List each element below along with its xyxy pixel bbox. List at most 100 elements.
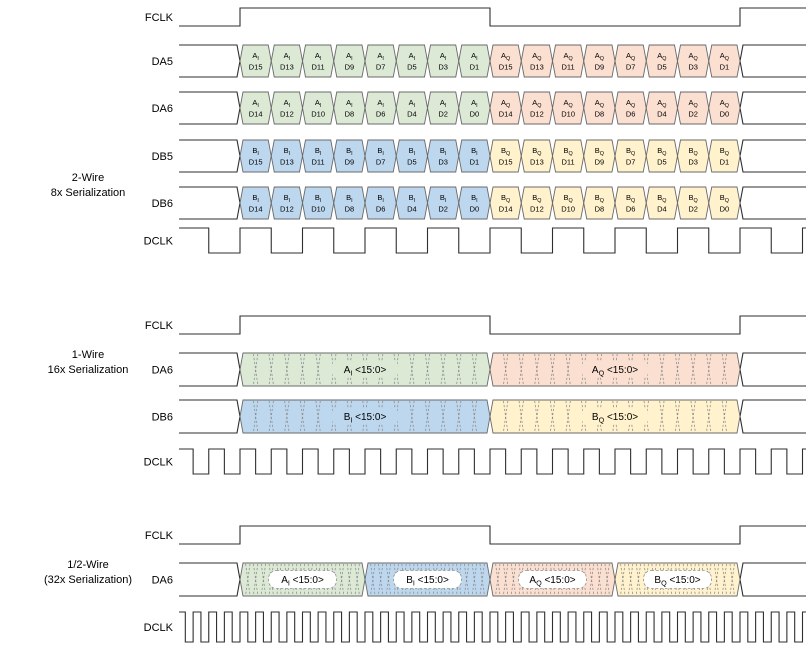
signal-row-DCLK: DCLK [144,227,806,254]
cell-signal-text: AQ [595,98,604,109]
bit-boundary-mark [651,563,657,596]
bit-boundary-mark [362,353,368,386]
bit-boundary-mark [276,563,282,596]
cell-signal-text: BI [315,146,322,157]
bus-cell [708,91,741,125]
bit-boundary-mark [721,353,727,386]
cell-signal-text: BQ [501,146,510,157]
bit-boundary-mark [588,563,595,596]
bit-boundary-mark [409,563,415,596]
signal-row-DB6: DB6BID14BID12BID10BID8BID6BID4BID2BID0BQ… [152,186,806,220]
bus-lead-rail-top [179,91,241,109]
bus-tail-rail-top [739,44,806,62]
cell-signal-text: AQ [532,98,541,109]
bit-boundary-mark [268,563,274,596]
bit-boundary-mark [284,400,290,433]
bit-boundary-mark [628,353,634,386]
bit-boundary-mark [706,563,712,596]
bit-boundary-mark [253,353,259,386]
bit-boundary-mark [534,563,540,596]
bit-boundary-mark [659,353,665,386]
bit-boundary-mark [362,400,368,433]
cell-signal-text: AI [252,51,259,62]
bit-boundary-mark [659,353,665,386]
cell-signal-text: AI [377,98,384,109]
bus-cell [270,91,303,125]
bit-boundary-mark [557,563,563,596]
bit-boundary-mark [346,563,352,596]
cell-bit-text: D0 [470,205,480,214]
bit-boundary-mark [440,400,446,433]
bus-cell [427,91,460,125]
band-label-text: BQ <15:0> [654,575,700,588]
band-label-bg [268,570,337,589]
signal-name: DB6 [152,412,173,424]
bit-boundary-mark [659,563,665,596]
cell-bit-text: D3 [438,158,448,167]
cell-signal-text: BQ [532,193,541,204]
cell-bit-text: D6 [376,205,386,214]
bit-boundary-mark [409,353,415,386]
bit-boundary-mark [346,400,352,433]
bit-boundary-mark [690,353,696,386]
bit-boundary-mark [331,353,337,386]
bit-boundary-mark [393,563,399,596]
bit-boundary-mark [721,563,727,596]
signal-row-DB6: DB6 BI <15:0> BQ <15:0> [152,399,806,434]
bit-boundary-mark [620,563,626,596]
bit-boundary-mark [378,563,384,596]
cell-signal-text: AI [284,51,291,62]
cell-signal-text: BQ [657,193,666,204]
cell-bit-text: D12 [530,205,544,214]
bit-boundary-mark [565,353,571,386]
bus-lead-rail-top [179,139,241,157]
cell-bit-text: D13 [280,158,294,167]
dclk-wave [179,448,806,475]
bit-boundary-mark [503,563,509,596]
signal-row-DB5: DB5BID15BID13BID11BID9BID7BID5BID3BID1BQ… [152,139,806,173]
bit-boundary-mark [581,400,587,433]
bit-boundary-mark [549,353,556,386]
bit-boundary-mark [503,400,509,433]
bit-boundary-mark [409,400,415,433]
cell-signal-text: AQ [657,51,666,62]
bit-boundary-mark [479,563,485,596]
bus-cell [427,186,460,220]
bus-lead-rail-bottom [179,107,241,125]
bit-boundary-mark [245,563,251,596]
bus-tail-rail-top [739,352,806,370]
bit-boundary-mark [346,563,352,596]
cell-bit-text: D0 [720,205,730,214]
cell-signal-text: AQ [689,51,698,62]
bit-boundary-mark [690,400,696,433]
cell-bit-text: D9 [595,158,605,167]
bit-boundary-mark [518,353,524,386]
bit-boundary-mark [690,400,696,433]
bit-boundary-mark [268,563,274,596]
bit-boundary-mark [440,353,446,386]
cell-bit-text: D2 [688,110,698,119]
cell-signal-text: AI [440,51,447,62]
bit-boundary-mark [448,563,454,596]
bit-boundary-mark [440,563,446,596]
cell-signal-text: BI [409,146,416,157]
bit-boundary-mark [596,400,602,433]
cell-signal-text: AI [315,51,322,62]
cell-bit-text: D0 [720,110,730,119]
bus-lead-rail-top [179,352,241,370]
bit-boundary-mark [284,563,290,596]
bus-lead-rail-bottom [179,416,241,434]
bit-boundary-mark [299,353,306,386]
bus-cell [270,139,303,173]
fclk-wave [179,525,806,545]
cell-signal-text: AI [346,98,353,109]
bit-boundary-mark [713,563,720,596]
bit-boundary-mark [526,563,532,596]
cell-bit-text: D3 [688,63,698,72]
bit-boundary-mark [659,563,665,596]
bit-boundary-mark [651,563,657,596]
bit-boundary-mark [346,400,352,433]
bit-boundary-mark [643,400,649,433]
